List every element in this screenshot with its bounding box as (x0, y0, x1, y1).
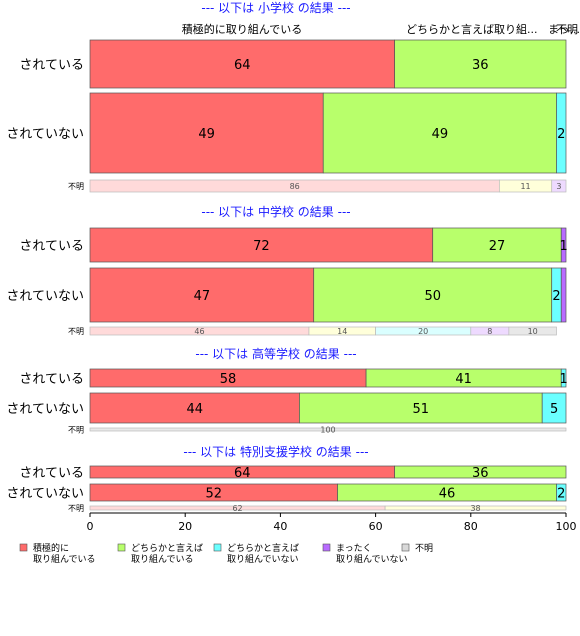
data-label: 52 (205, 487, 222, 502)
data-label: 62 (232, 504, 242, 513)
x-tick-label: 100 (556, 520, 577, 533)
data-label: 8 (487, 327, 492, 336)
panel-title: --- 以下は 小学校 の結果 --- (201, 0, 350, 15)
panel-title: --- 以下は 高等学校 の結果 --- (195, 346, 356, 361)
data-label: 36 (472, 466, 489, 481)
data-label: 11 (520, 182, 530, 191)
legend-label: まったく (336, 543, 372, 554)
data-label: 10 (528, 327, 538, 336)
x-tick-label: 60 (369, 520, 383, 533)
row-label: されていない (6, 402, 84, 417)
data-label: 51 (413, 402, 430, 417)
data-label: 1 (559, 239, 567, 254)
row-label: されている (19, 466, 84, 481)
data-label: 46 (194, 327, 204, 336)
bar-segment (560, 368, 567, 388)
data-label: 49 (198, 127, 215, 142)
data-label: 46 (439, 487, 456, 502)
data-label: 14 (337, 327, 347, 336)
bar-segment (556, 92, 567, 174)
data-label: 47 (194, 289, 211, 304)
bar-segment (556, 483, 567, 502)
legend-label: 積極的に (33, 542, 69, 554)
data-label: 20 (418, 327, 428, 336)
row-label: されていない (6, 127, 84, 142)
data-label: 36 (472, 58, 489, 73)
legend-swatch (213, 543, 222, 552)
bar-segment (89, 227, 434, 263)
data-label: 41 (455, 372, 472, 387)
data-label: 64 (234, 58, 251, 73)
bar-segment (541, 392, 567, 424)
row-label: されていない (6, 289, 84, 304)
bar-segment (313, 267, 553, 323)
data-label: 1 (559, 372, 567, 387)
legend-swatch (117, 543, 126, 552)
legend-label-line2: 取り組んでいない (336, 553, 408, 565)
bar-segment (560, 227, 567, 263)
bar-segment (432, 227, 562, 263)
category-header-right2: まっ... (548, 23, 580, 36)
bar-segment (394, 465, 567, 479)
bar-segment (551, 179, 567, 193)
data-label: 50 (424, 289, 441, 304)
data-label: 100 (320, 426, 335, 435)
data-label: 2 (552, 289, 560, 304)
legend-label-line2: 取り組んでいない (227, 553, 299, 565)
row-label: 不明 (68, 327, 84, 336)
data-label: 64 (234, 466, 251, 481)
bar-segment (384, 505, 567, 511)
bar-segment (89, 392, 300, 424)
category-header-right3: 不明 (556, 23, 578, 36)
bar-segment (560, 267, 567, 323)
category-header-right: どちらかと言えば取り組... (406, 23, 538, 36)
data-label: 27 (489, 239, 506, 254)
category-header-left: 積極的に取り組んでいる (182, 22, 302, 36)
row-label: されている (19, 58, 84, 73)
data-label: 72 (253, 239, 270, 254)
data-label: 44 (186, 402, 203, 417)
legend-label-line2: 取り組んでいる (131, 553, 194, 565)
row-label: 不明 (68, 504, 84, 513)
data-label: 49 (432, 127, 449, 142)
bar-segment (89, 427, 567, 432)
data-label: 38 (470, 504, 480, 513)
legend-label-line2: 取り組んでいる (33, 553, 96, 565)
legend-swatch (322, 543, 331, 552)
x-tick-label: 40 (273, 520, 287, 533)
data-label: 3 (556, 182, 561, 191)
data-label: 2 (557, 487, 565, 502)
data-label: 2 (557, 127, 565, 142)
legend-label: どちらかと言えば (131, 542, 203, 554)
bar-segment (299, 392, 543, 424)
data-label: 5 (550, 402, 558, 417)
x-tick-label: 20 (178, 520, 192, 533)
row-label: 不明 (68, 182, 84, 191)
row-label: されている (19, 372, 84, 387)
bar-segment (322, 92, 557, 174)
bar-segment (508, 326, 557, 336)
panel-title: --- 以下は 中学校 の結果 --- (201, 204, 350, 219)
bar-segment (394, 39, 567, 89)
x-tick-label: 0 (87, 520, 94, 533)
panel-title: --- 以下は 特別支援学校 の結果 --- (183, 444, 368, 459)
data-label: 58 (220, 372, 237, 387)
row-label: されている (19, 239, 84, 254)
legend-swatch (19, 543, 28, 552)
x-tick-label: 80 (464, 520, 478, 533)
bar-segment (89, 267, 315, 323)
data-label: 86 (290, 182, 300, 191)
legend-swatch (401, 543, 410, 552)
legend-label: どちらかと言えば (227, 542, 299, 554)
row-label: 不明 (68, 426, 84, 435)
legend-label: 不明 (415, 543, 433, 554)
row-label: されていない (6, 487, 84, 502)
